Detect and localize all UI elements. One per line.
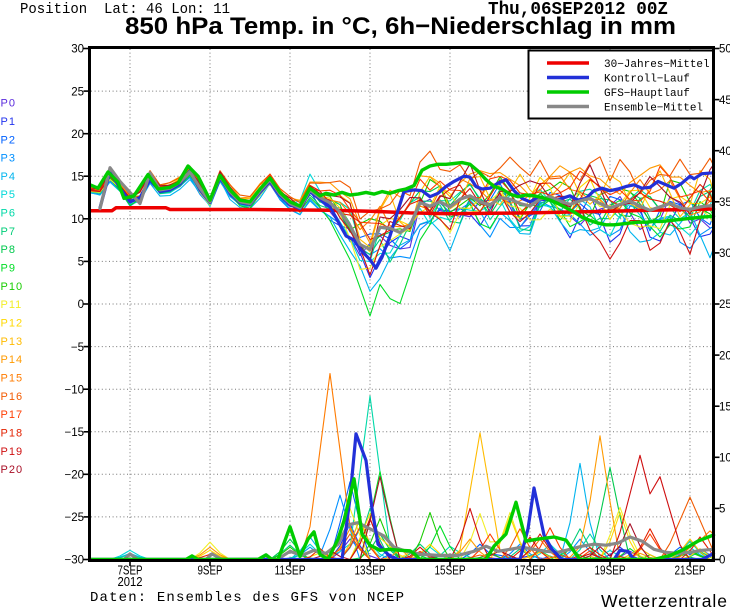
svg-text:−25: −25 [64, 512, 84, 524]
svg-text:Thu,06SEP2012 00Z: Thu,06SEP2012 00Z [488, 0, 668, 20]
svg-text:20: 20 [719, 350, 730, 362]
svg-text:−10: −10 [64, 384, 84, 396]
svg-text:5: 5 [78, 257, 84, 269]
svg-text:P8: P8 [1, 244, 16, 256]
svg-text:35: 35 [719, 197, 730, 209]
svg-text:30: 30 [719, 248, 730, 260]
svg-text:0: 0 [719, 555, 725, 567]
svg-text:10: 10 [71, 214, 84, 226]
svg-text:13SEP: 13SEP [355, 563, 386, 578]
svg-text:P0: P0 [1, 98, 16, 110]
svg-text:11SEP: 11SEP [275, 563, 306, 578]
svg-text:2012: 2012 [118, 574, 143, 589]
svg-text:0: 0 [78, 299, 84, 311]
svg-text:5: 5 [719, 504, 725, 516]
svg-text:45: 45 [719, 95, 730, 107]
svg-text:P9: P9 [1, 263, 16, 275]
svg-text:P16: P16 [1, 391, 24, 403]
svg-text:P11: P11 [1, 299, 23, 311]
svg-text:P14: P14 [1, 354, 24, 366]
svg-text:−20: −20 [64, 470, 84, 482]
svg-text:Ensemble−Mittel: Ensemble−Mittel [604, 102, 703, 114]
svg-text:10: 10 [719, 453, 730, 465]
svg-text:−15: −15 [64, 427, 84, 439]
svg-text:25: 25 [71, 86, 84, 98]
svg-text:P20: P20 [1, 464, 24, 476]
svg-text:P7: P7 [1, 226, 16, 238]
svg-text:Wetterzentrale: Wetterzentrale [601, 591, 727, 609]
svg-text:P17: P17 [1, 409, 24, 421]
svg-text:−30: −30 [64, 555, 84, 567]
svg-text:P13: P13 [1, 336, 24, 348]
svg-text:30−Jahres−Mittel: 30−Jahres−Mittel [604, 59, 710, 71]
svg-text:P6: P6 [1, 208, 16, 220]
svg-text:19SEP: 19SEP [595, 563, 626, 578]
svg-text:9SEP: 9SEP [198, 563, 223, 578]
svg-text:P19: P19 [1, 446, 24, 458]
svg-text:40: 40 [719, 146, 730, 158]
svg-text:P18: P18 [1, 428, 24, 440]
svg-text:P1: P1 [1, 116, 16, 128]
svg-text:Daten: Ensembles des GFS von N: Daten: Ensembles des GFS von NCEP [90, 590, 404, 606]
svg-text:50: 50 [719, 44, 730, 56]
svg-text:P12: P12 [1, 318, 24, 330]
svg-text:P5: P5 [1, 189, 16, 201]
svg-text:17SEP: 17SEP [515, 563, 546, 578]
svg-text:850 hPa Temp. in °C, 6h−Nieder: 850 hPa Temp. in °C, 6h−Niederschlag in … [125, 13, 676, 40]
svg-text:7SEP: 7SEP [118, 563, 143, 578]
svg-text:15: 15 [71, 171, 84, 183]
svg-text:15: 15 [719, 401, 730, 413]
svg-text:21SEP: 21SEP [675, 563, 706, 578]
svg-text:Kontroll−Lauf: Kontroll−Lauf [604, 73, 690, 85]
svg-text:P2: P2 [1, 134, 16, 146]
svg-text:20: 20 [71, 129, 84, 141]
svg-text:30: 30 [71, 44, 84, 56]
svg-text:Position Lat: 46 Lon: 11: Position Lat: 46 Lon: 11 [20, 1, 230, 18]
svg-text:15SEP: 15SEP [435, 563, 466, 578]
svg-text:25: 25 [719, 299, 730, 311]
svg-text:P4: P4 [1, 171, 16, 183]
svg-text:P3: P3 [1, 153, 16, 165]
svg-text:P10: P10 [1, 281, 24, 293]
svg-text:−5: −5 [71, 342, 84, 354]
svg-text:GFS−Hauptlauf: GFS−Hauptlauf [604, 88, 690, 100]
svg-text:P15: P15 [1, 373, 24, 385]
